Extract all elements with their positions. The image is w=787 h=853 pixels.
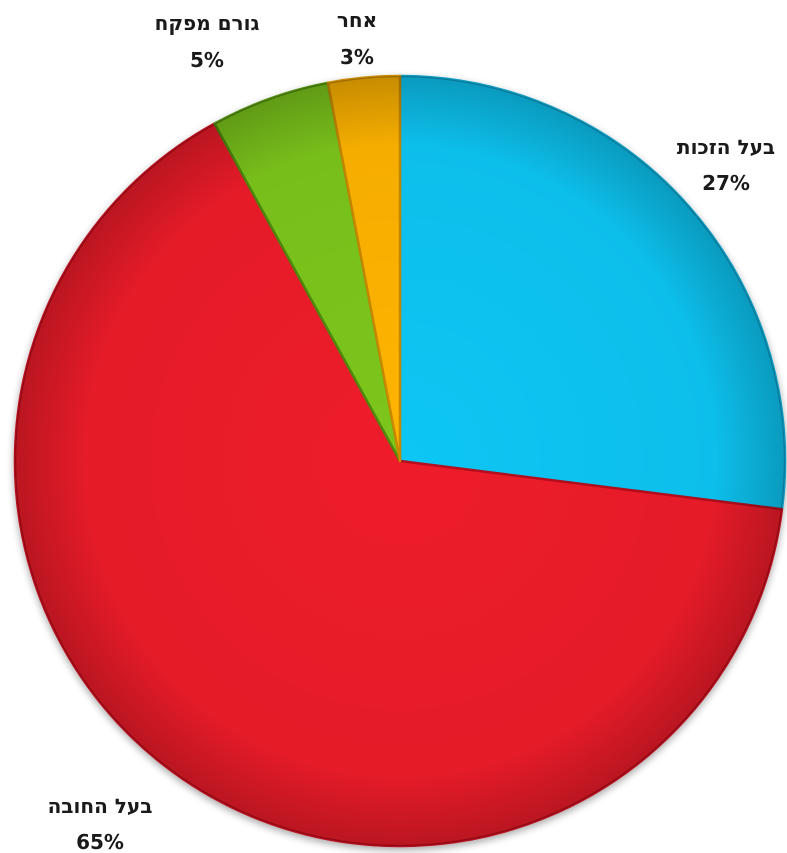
label-group-debtor: בעל החובה 65%	[48, 794, 153, 853]
label-group-rights-holder: בעל הזכות 27%	[677, 135, 775, 195]
label-group-supervisor: גורם מפקח 5%	[155, 11, 260, 72]
category-label-rights-holder: בעל הזכות	[677, 135, 775, 159]
value-label-other: 3%	[340, 45, 374, 69]
category-label-other: אחר	[337, 8, 377, 32]
category-label-supervisor: גורם מפקח	[155, 11, 260, 35]
value-label-supervisor: 5%	[190, 48, 224, 72]
value-label-debtor: 65%	[76, 830, 124, 853]
label-group-other: אחר 3%	[337, 8, 377, 69]
category-label-debtor: בעל החובה	[48, 794, 153, 818]
value-label-rights-holder: 27%	[702, 171, 750, 195]
